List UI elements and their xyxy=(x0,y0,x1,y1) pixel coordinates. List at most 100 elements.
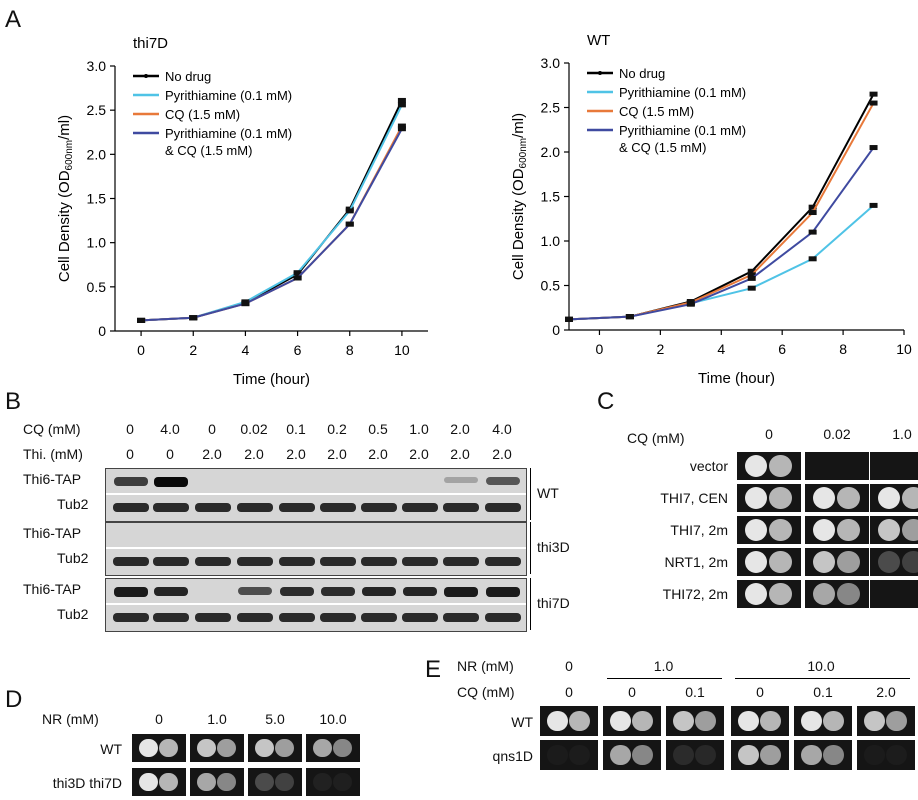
y-tick-label: 0 xyxy=(552,322,560,338)
x-tick-label: 0 xyxy=(137,342,145,358)
spot-panel xyxy=(132,734,186,762)
spot-panel xyxy=(870,484,918,512)
spot-panel xyxy=(805,580,869,608)
y-tick-label: 2.5 xyxy=(541,100,561,116)
spot-undiluted xyxy=(610,744,631,766)
tub-band xyxy=(485,613,521,622)
spot-undiluted xyxy=(254,738,274,758)
x-tick-label: 10 xyxy=(896,341,912,357)
cq-value: 4.0 xyxy=(492,421,512,437)
spot-undiluted xyxy=(813,582,836,606)
spot-panel xyxy=(737,580,801,608)
panel-label-a: A xyxy=(5,6,22,33)
spot-panel xyxy=(794,740,852,770)
spot-diluted xyxy=(695,710,716,732)
data-point xyxy=(397,123,406,129)
spot-diluted xyxy=(333,738,353,758)
spot-diluted xyxy=(902,550,918,574)
y-axis-label-main: Cell Density (OD xyxy=(56,170,73,282)
spot-undiluted xyxy=(745,582,768,606)
tub-band xyxy=(279,613,315,622)
spot-panel xyxy=(805,516,869,544)
spot-undiluted xyxy=(813,550,836,574)
tub-band xyxy=(279,503,315,512)
thi-value: 2.0 xyxy=(327,446,347,462)
spot-panel xyxy=(857,740,915,770)
thi-value: 0 xyxy=(126,446,134,462)
x-tick-label: 8 xyxy=(839,341,847,357)
tub-band xyxy=(485,557,521,566)
data-point xyxy=(747,285,756,291)
tub-band xyxy=(113,503,149,512)
spot-undiluted xyxy=(813,486,836,510)
spot-undiluted xyxy=(745,486,768,510)
cq-value: 0.02 xyxy=(240,421,268,437)
strain-bracket xyxy=(530,522,531,574)
data-point xyxy=(869,100,878,106)
tub-band xyxy=(443,557,479,566)
tap-band xyxy=(154,587,188,597)
spot-diluted xyxy=(695,744,716,766)
strain-label: THI7, 2m xyxy=(670,522,728,538)
tub-band xyxy=(113,557,149,566)
tap-band xyxy=(486,587,520,597)
spot-panel xyxy=(603,706,661,736)
cq-value: 1.0 xyxy=(409,421,429,437)
y-tick-label: 2.0 xyxy=(541,144,561,160)
spot-undiluted xyxy=(312,772,332,792)
series-line xyxy=(568,146,875,321)
spot-undiluted xyxy=(254,772,274,792)
cq-value: 0.1 xyxy=(813,684,833,700)
tap-band xyxy=(114,477,148,486)
tub-band xyxy=(443,613,479,622)
cq-label: CQ (mM) xyxy=(627,430,685,446)
tub-band xyxy=(153,613,189,622)
data-point xyxy=(869,202,878,208)
thi-value: 2.0 xyxy=(286,446,306,462)
blot-block xyxy=(105,522,527,576)
series-line xyxy=(141,128,403,322)
y-tick-label: 0 xyxy=(98,323,106,339)
spot-diluted xyxy=(275,738,295,758)
y-tick-label: 3.0 xyxy=(541,55,561,71)
spot-undiluted xyxy=(673,744,694,766)
spot-panel xyxy=(666,740,724,770)
y-tick-label: 0.5 xyxy=(87,279,107,295)
thi-value: 2.0 xyxy=(368,446,388,462)
legend-label: Pyrithiamine (0.1 mM) xyxy=(165,88,292,103)
data-point xyxy=(808,256,817,262)
spot-panel xyxy=(805,548,869,576)
tap-band xyxy=(444,477,478,484)
panel-label-b: B xyxy=(5,388,22,415)
spot-diluted xyxy=(886,710,907,732)
x-tick-label: 4 xyxy=(717,341,725,357)
spot-diluted xyxy=(837,550,860,574)
tub-band xyxy=(320,557,356,566)
cq-value: 0 xyxy=(628,684,636,700)
spot-undiluted xyxy=(738,710,759,732)
spot-panel xyxy=(794,706,852,736)
tap-label: Thi6-TAP xyxy=(23,525,82,541)
spot-undiluted xyxy=(813,518,836,542)
x-tick-label: 2 xyxy=(656,341,664,357)
tub-band xyxy=(237,613,273,622)
spot-panel xyxy=(306,768,360,796)
nr-value: 1.0 xyxy=(653,658,674,674)
panel-label-d: D xyxy=(5,686,23,713)
cq-value: 2.0 xyxy=(876,684,896,700)
spot-panel xyxy=(805,484,869,512)
legend-label: Pyrithiamine (0.1 mM) xyxy=(619,123,746,138)
spot-diluted xyxy=(333,772,353,792)
data-point xyxy=(625,314,634,320)
strain-label: THI72, 2m xyxy=(662,586,728,602)
thi-value: 2.0 xyxy=(492,446,512,462)
blot-separator xyxy=(106,603,526,605)
spot-undiluted xyxy=(673,710,694,732)
tub-band xyxy=(485,503,521,512)
spot-undiluted xyxy=(610,710,631,732)
spot-undiluted xyxy=(878,550,901,574)
x-tick-label: 8 xyxy=(346,342,354,358)
x-axis-label: Time (hour) xyxy=(233,371,310,388)
data-point xyxy=(808,210,817,216)
nr-label: NR (mM) xyxy=(42,711,99,727)
